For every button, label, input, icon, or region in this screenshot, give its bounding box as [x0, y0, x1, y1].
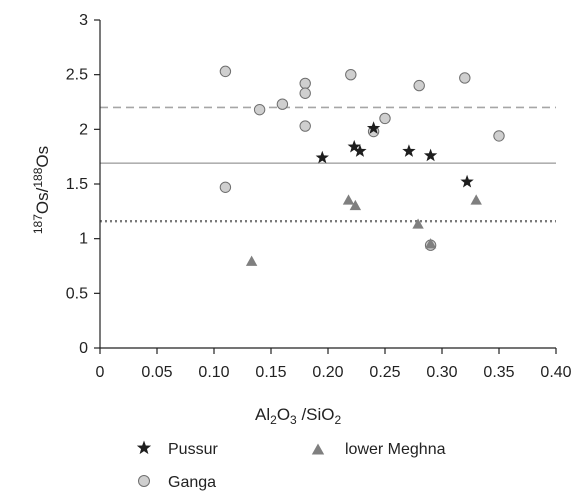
y-tick-label: 2.5	[66, 67, 88, 84]
ganga-point	[219, 65, 232, 78]
x-tick-label: 0.25	[369, 364, 400, 381]
reference-lines	[100, 106, 556, 223]
x-tick-label: 0.15	[255, 364, 286, 381]
y-tick-label: 0.5	[66, 285, 88, 302]
x-tick-label: 0.35	[483, 364, 514, 381]
lower-meghna-point	[349, 199, 362, 211]
legend-label-ganga: Ganga	[168, 474, 216, 491]
x-tick-label: 0.40	[540, 364, 571, 381]
axes	[99, 20, 556, 349]
y-tick-label: 0	[79, 340, 88, 357]
pussur-point	[423, 148, 438, 162]
y-tick-label: 1	[79, 231, 88, 248]
pussur-point	[315, 150, 329, 164]
pussur-point	[347, 139, 361, 153]
ganga-point	[253, 103, 266, 116]
ganga-point	[345, 68, 357, 81]
x-tick-label: 0.20	[312, 364, 343, 381]
data-points	[219, 65, 505, 266]
lower-meghna-point	[412, 218, 424, 229]
x-tick-label: 0.10	[198, 364, 229, 381]
ganga-point	[219, 181, 232, 193]
legend-item-lower-meghna: lower Meghna	[311, 441, 446, 458]
lower-meghna-point	[245, 255, 258, 266]
pussur-point	[402, 144, 416, 157]
ganga-point	[299, 120, 311, 132]
lower-meghna-point	[424, 238, 437, 249]
y-axis-ticks: 0 0.5 1 1.5 2 2.5 3	[66, 12, 100, 357]
x-tick-label: 0.30	[426, 364, 457, 381]
legend-label-lower-meghna: lower Meghna	[345, 441, 446, 458]
ganga-point	[379, 112, 391, 125]
pussur-point	[353, 144, 367, 157]
ganga-point	[299, 77, 311, 90]
legend-triangle-icon	[311, 443, 325, 455]
ganga-point	[459, 72, 471, 84]
x-tick-label: 0	[96, 364, 105, 381]
legend: Pussur lower Meghna Ganga	[136, 440, 446, 491]
legend-item-ganga: Ganga	[138, 474, 216, 491]
y-tick-label: 1.5	[66, 176, 88, 193]
ganga-point	[299, 87, 311, 99]
lower-meghna-point	[470, 194, 482, 205]
ganga-point	[276, 98, 289, 110]
ganga-point	[413, 79, 425, 92]
x-axis-title: Al2O3 /SiO2	[255, 405, 342, 427]
legend-circle-icon	[138, 475, 150, 487]
y-axis-title: 187Os/188Os	[31, 146, 52, 234]
x-tick-label: 0.05	[141, 364, 172, 381]
y-tick-label: 3	[79, 12, 88, 29]
y-tick-label: 2	[79, 121, 88, 138]
lower-meghna-point	[342, 194, 355, 205]
legend-label-pussur: Pussur	[168, 441, 218, 458]
pussur-point	[460, 174, 474, 188]
x-axis-ticks: 0 0.05 0.10 0.15 0.20 0.25 0.30 0.35 0.40	[96, 348, 572, 381]
pussur-point	[366, 121, 381, 134]
legend-star-icon	[136, 440, 152, 455]
ganga-point	[493, 130, 505, 142]
legend-item-pussur: Pussur	[136, 440, 218, 458]
